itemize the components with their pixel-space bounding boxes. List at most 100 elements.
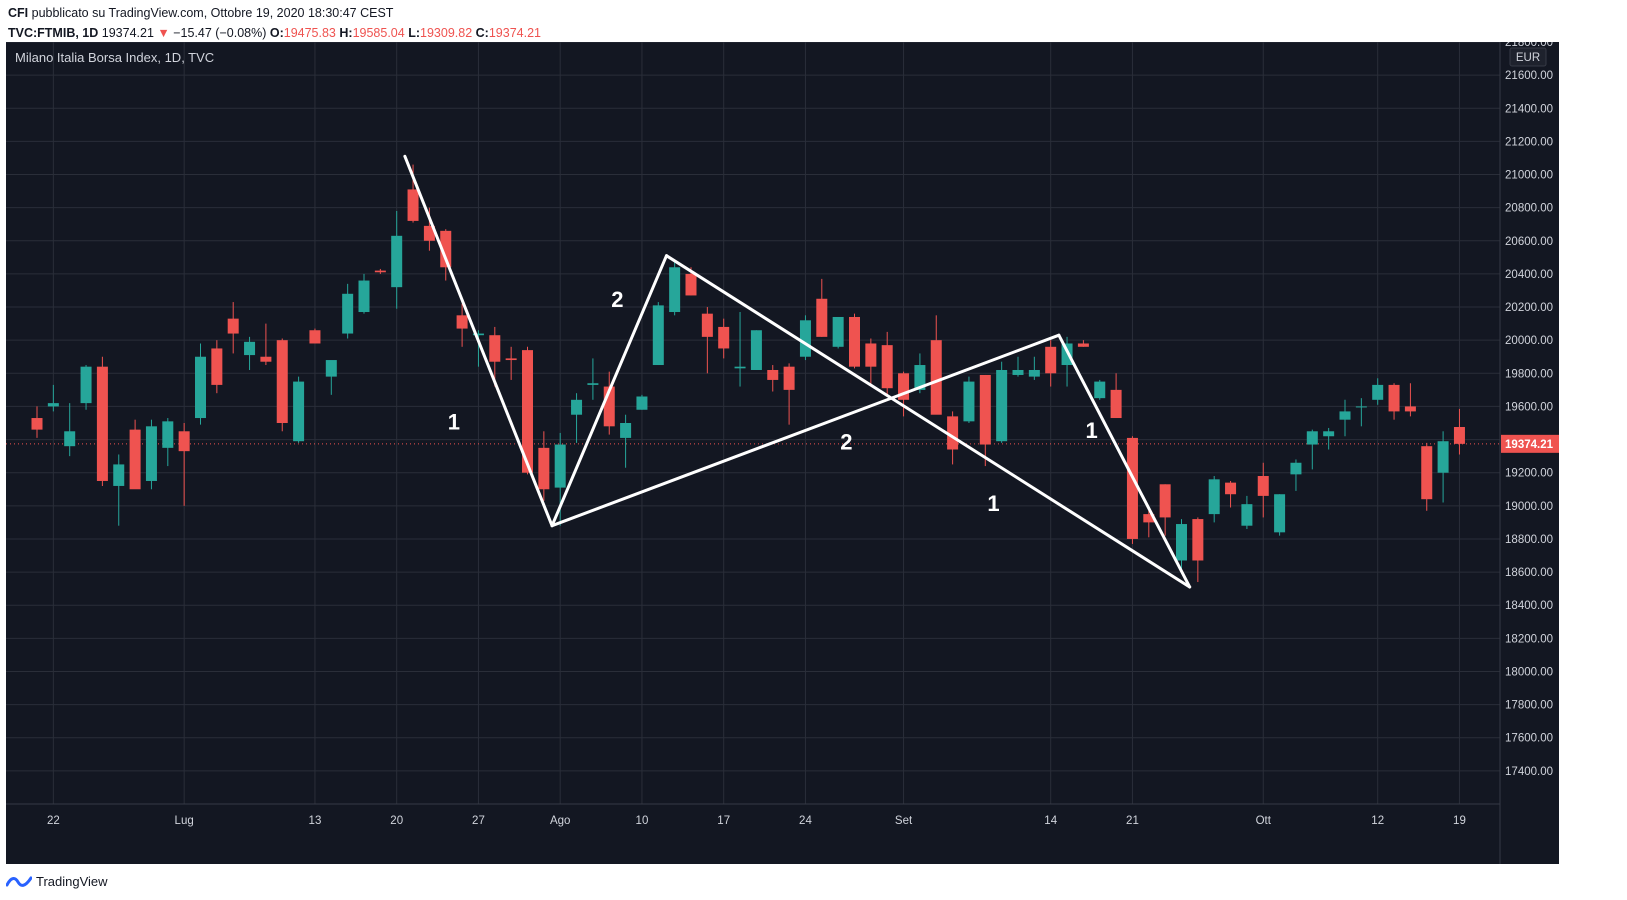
symbol-label: TVC:FTMIB, 1D: [8, 26, 99, 40]
candle-up: [1208, 479, 1220, 515]
chart-frame: 1 2 2 1 1 17400.00 17600.00 17800.00 18000.00 182…: [6, 37, 1559, 864]
wave-label: 1: [987, 491, 999, 516]
candle-down: [522, 350, 533, 473]
candle-down: [260, 356, 272, 362]
close-label: C:: [475, 26, 489, 40]
price-tick-label: 19200.00: [1505, 468, 1553, 480]
candle-up: [1290, 462, 1302, 475]
candle-up: [244, 341, 256, 356]
candle-up: [1437, 441, 1449, 473]
price-tick-label: 21600.00: [1505, 70, 1553, 82]
candle-down: [374, 270, 386, 273]
candle-up: [669, 267, 681, 313]
candle-down: [505, 358, 517, 361]
candle-down: [423, 225, 435, 241]
low-value: 19309.82: [420, 26, 473, 40]
candle-down: [816, 298, 828, 337]
time-tick-label: Lug: [175, 815, 194, 827]
candle-up: [571, 399, 583, 415]
candle-up: [734, 366, 746, 369]
trend-line: [1057, 333, 1192, 589]
tradingview-brand[interactable]: TradingView: [36, 874, 108, 889]
candle-up: [1061, 343, 1073, 366]
trend-line: [550, 333, 1061, 528]
candle-down: [898, 373, 910, 400]
candle-down: [178, 431, 190, 452]
publisher-name[interactable]: CFI: [8, 6, 29, 20]
candle-up: [47, 403, 59, 407]
time-tick-label: Ago: [550, 815, 570, 827]
last-price: 19374.21: [101, 26, 154, 40]
price-tick-label: 20000.00: [1505, 335, 1553, 347]
candle-up: [342, 293, 354, 334]
candle-down: [1045, 346, 1057, 374]
candle-up: [1274, 494, 1286, 533]
open-value: 19475.83: [283, 26, 336, 40]
candle-down: [979, 374, 991, 445]
candle-down: [865, 343, 877, 367]
low-label: L:: [408, 26, 421, 40]
price-tick-label: 18000.00: [1505, 666, 1553, 678]
candle-down: [947, 416, 959, 450]
candle-down: [767, 369, 779, 380]
candlestick-chart[interactable]: 1221117400.0017600.0017800.0018000.00182…: [6, 37, 1559, 864]
price-tick-label: 18800.00: [1505, 534, 1553, 546]
candle-up: [64, 431, 76, 447]
close-value: 19374.21: [488, 26, 541, 40]
currency-badge: [1509, 47, 1547, 67]
price-tick-label: 18200.00: [1505, 633, 1553, 645]
trend-line: [403, 154, 554, 528]
candle-up: [80, 366, 92, 404]
price-tick-label: 18600.00: [1505, 567, 1553, 579]
candle-up: [1323, 431, 1335, 437]
candle-down: [685, 273, 697, 296]
candle-up: [358, 280, 370, 313]
candle-up: [325, 360, 337, 377]
candle-up: [750, 330, 762, 370]
symbol-ohlc-row: TVC:FTMIB, 1D 19374.21 ▼ −15.47 (−0.08%)…: [8, 23, 541, 43]
price-tick-label: 21200.00: [1505, 136, 1553, 148]
wave-label: 2: [611, 287, 623, 312]
high-label: H:: [339, 26, 353, 40]
time-tick-label: Set: [895, 815, 913, 827]
candle-down: [129, 429, 141, 490]
candle-down: [309, 330, 321, 344]
publish-info: CFI pubblicato su TradingView.com, Ottob…: [8, 3, 541, 23]
candle-down: [881, 345, 893, 389]
candle-down: [1110, 389, 1122, 419]
plot-area: [6, 42, 1500, 804]
candle-down: [1192, 519, 1204, 561]
candle-down: [701, 313, 713, 337]
candle-up: [1241, 504, 1253, 526]
tradingview-logo-icon: [6, 876, 32, 887]
published-text: pubblicato su TradingView.com, Ottobre 1…: [31, 6, 394, 20]
candle-down: [1143, 514, 1155, 523]
time-tick-label: 22: [47, 815, 60, 827]
candle-up: [799, 320, 811, 357]
candle-up: [914, 365, 926, 390]
time-tick-label: 21: [1126, 815, 1139, 827]
candle-down: [211, 348, 223, 385]
candle-up: [554, 444, 566, 488]
candle-down: [930, 340, 942, 415]
candle-up: [832, 316, 844, 347]
price-tick-label: 19600.00: [1505, 401, 1553, 413]
price-tick-label: 17400.00: [1505, 766, 1553, 778]
price-tick-label: 19000.00: [1505, 501, 1553, 513]
time-tick-label: Ott: [1256, 815, 1272, 827]
candle-up: [162, 421, 174, 448]
candle-down: [1257, 476, 1269, 496]
open-label: O:: [269, 26, 284, 40]
candle-down: [1225, 482, 1237, 495]
candle-down: [489, 335, 501, 362]
candle-up: [1339, 411, 1351, 420]
time-tick-label: 13: [309, 815, 322, 827]
candle-down: [1159, 484, 1171, 518]
time-tick-label: 19: [1453, 815, 1466, 827]
candle-up: [1012, 369, 1024, 375]
candle-up: [1372, 384, 1384, 400]
price-tick-label: 18400.00: [1505, 600, 1553, 612]
candle-down: [1388, 384, 1400, 412]
candle-down: [440, 230, 452, 268]
chart-header: CFI pubblicato su TradingView.com, Ottob…: [8, 3, 541, 43]
